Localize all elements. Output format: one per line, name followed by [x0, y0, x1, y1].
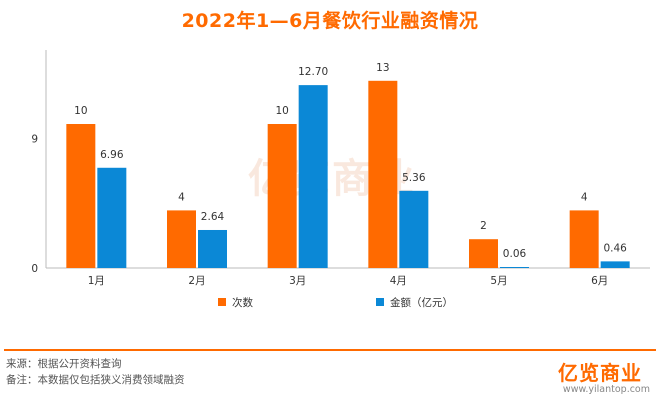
legend-swatch: [218, 298, 226, 306]
data-label: 10: [74, 105, 87, 117]
bar-count: [368, 80, 398, 268]
data-label: 4: [581, 191, 588, 203]
chart-title: 2022年1—6月餐饮行业融资情况: [181, 10, 479, 32]
bar-amount: [600, 261, 630, 268]
bar-chart: 0 9 10 6.96 1月 4 2.64 2月 10 12.70 3月 13 5.36 4月 2 0.06 5…: [31, 50, 650, 309]
x-tick-label: 2月: [188, 275, 205, 287]
bar-count: [569, 210, 599, 268]
source-text: 来源：根据公开资料查询: [6, 358, 122, 370]
bar-amount: [500, 267, 529, 268]
x-tick-label: 6月: [591, 275, 608, 287]
data-label: 13: [376, 62, 389, 74]
legend-label: 次数: [232, 296, 253, 309]
legend-swatch: [376, 298, 384, 306]
bar-amount: [97, 167, 127, 268]
data-label: 6.96: [100, 149, 124, 161]
brand-url: www.yilantop.com: [562, 384, 650, 395]
data-label: 12.70: [298, 66, 328, 78]
legend-label: 金额（亿元）: [390, 296, 453, 309]
bar-count: [267, 124, 297, 268]
data-label: 2: [480, 220, 487, 232]
data-label: 10: [275, 105, 288, 117]
footer-divider: [4, 349, 656, 351]
data-label: 4: [178, 191, 185, 203]
bar-count: [469, 239, 498, 268]
x-tick-label: 4月: [390, 275, 407, 287]
data-label: 0.06: [503, 248, 527, 260]
data-label: 5.36: [402, 172, 426, 184]
data-label: 2.64: [201, 211, 225, 223]
bar-count: [66, 124, 96, 268]
brand-logo: 亿览商业: [558, 361, 642, 385]
x-tick-label: 5月: [490, 275, 507, 287]
bar-count: [167, 210, 196, 268]
note-text: 备注：本数据仅包括狭义消费领域融资: [6, 374, 185, 386]
y-tick-label: 0: [31, 263, 38, 275]
data-label: 0.46: [603, 242, 627, 254]
x-tick-label: 1月: [88, 275, 105, 287]
bar-amount: [399, 190, 429, 268]
y-tick-label: 9: [31, 133, 38, 145]
bar-amount: [298, 85, 328, 269]
x-tick-label: 3月: [289, 275, 306, 287]
bar-amount: [198, 229, 227, 268]
